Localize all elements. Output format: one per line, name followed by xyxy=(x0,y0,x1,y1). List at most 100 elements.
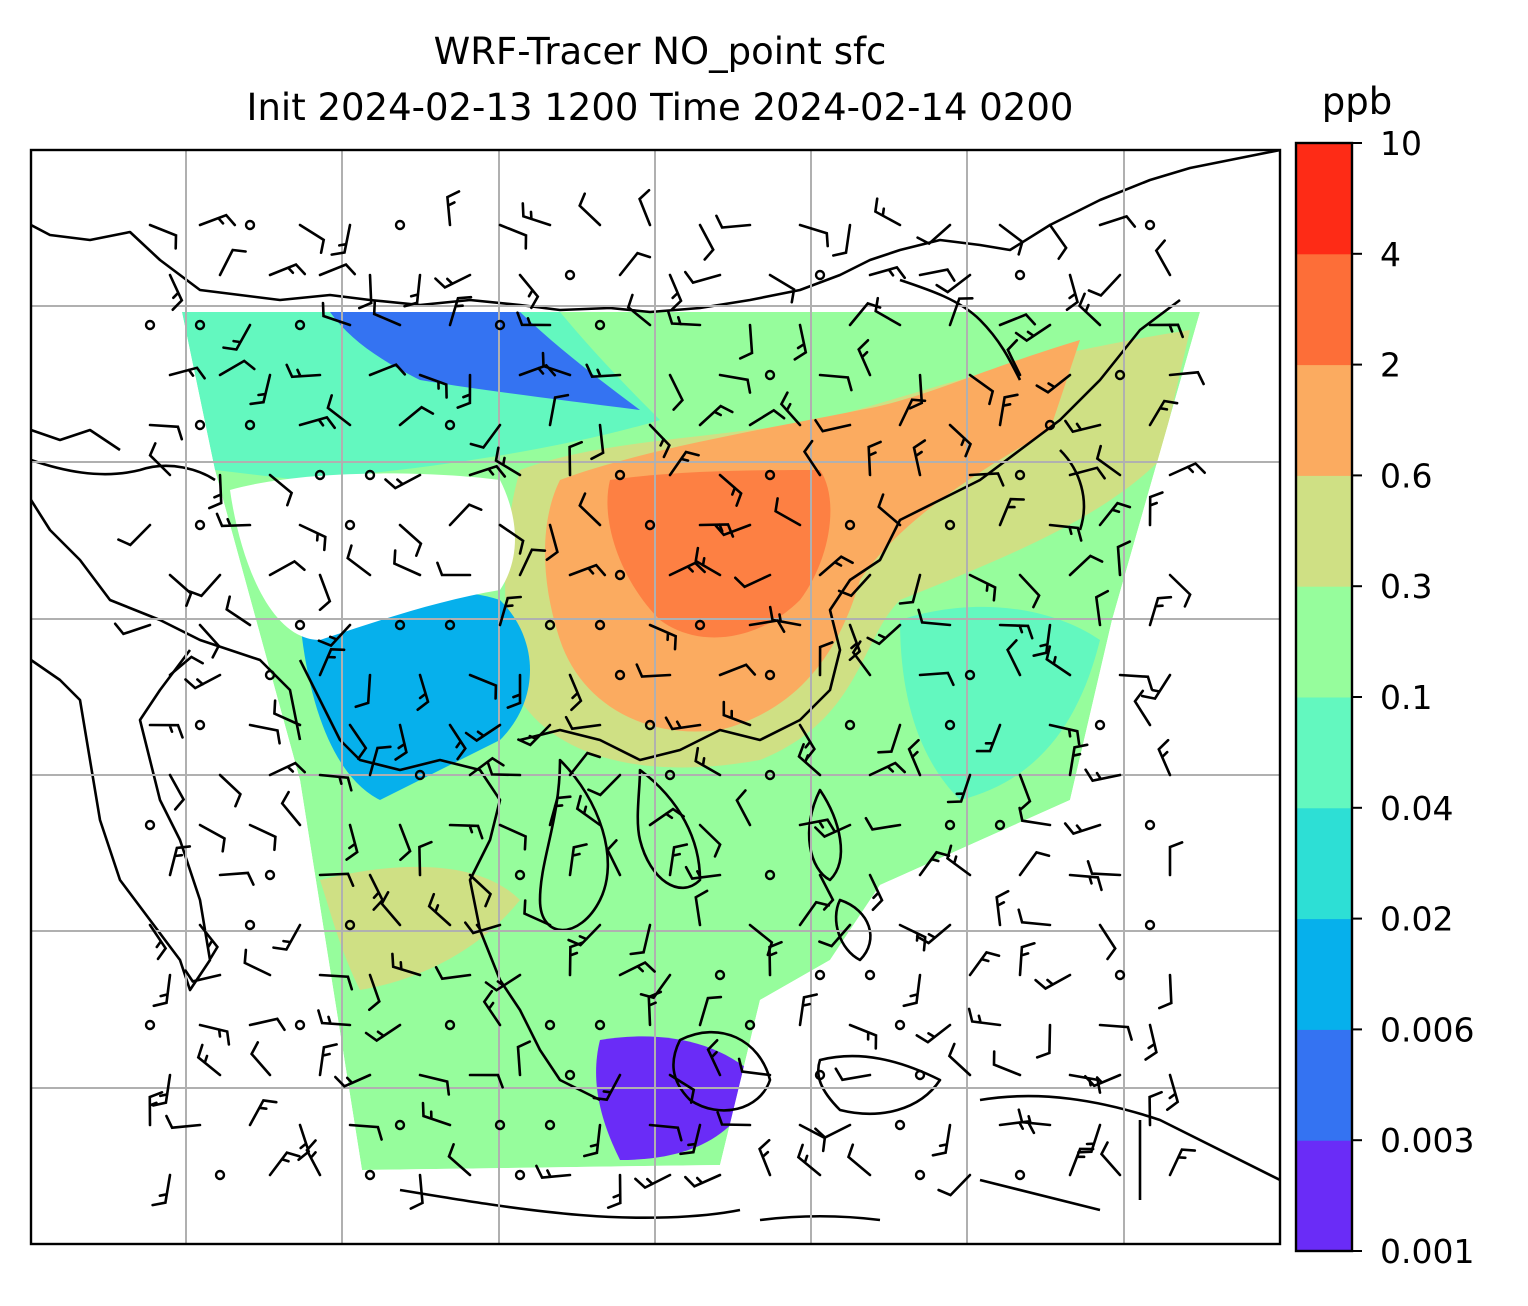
wind-barb xyxy=(468,1073,504,1089)
wind-barb xyxy=(698,223,715,261)
field-band-east xyxy=(900,606,1100,800)
wind-barb xyxy=(814,1123,852,1140)
wind-barb xyxy=(968,573,997,602)
wind-barb xyxy=(948,297,974,327)
wind-barb xyxy=(679,1123,702,1156)
wind-barb xyxy=(998,223,1024,256)
calm-wind-marker xyxy=(294,1019,306,1031)
colorbar-unit-label: ppb xyxy=(1321,80,1393,123)
wind-barb xyxy=(802,439,822,477)
wind-barb xyxy=(798,900,831,927)
wind-barb xyxy=(321,301,352,327)
wind-barb xyxy=(248,1098,278,1127)
wind-barb xyxy=(334,1073,372,1088)
wind-barb xyxy=(318,973,354,991)
calm-wind-marker xyxy=(194,419,206,431)
colorbar-block-0.3-0.6 xyxy=(1296,475,1352,587)
wind-barb xyxy=(1095,444,1122,477)
colorbar-tick-label: 4 xyxy=(1380,235,1401,274)
wind-barb xyxy=(722,700,752,727)
wind-barb xyxy=(716,1110,752,1127)
wind-barb xyxy=(418,373,448,399)
calm-wind-marker xyxy=(764,669,776,681)
calm-wind-marker xyxy=(444,1019,456,1031)
wind-barb xyxy=(218,773,242,808)
wind-barb xyxy=(523,899,552,927)
calm-wind-marker xyxy=(1144,219,1156,231)
calm-wind-marker xyxy=(644,519,656,531)
wind-barb xyxy=(735,789,752,827)
wind-barb xyxy=(368,363,407,377)
wind-barb xyxy=(268,262,307,277)
wind-barb xyxy=(305,1139,322,1177)
wind-barb xyxy=(398,523,423,557)
calm-wind-marker xyxy=(514,1169,526,1181)
calm-wind-marker xyxy=(694,619,706,631)
wind-barb xyxy=(482,989,502,1027)
wind-barb xyxy=(1148,491,1164,527)
wind-barb xyxy=(243,948,272,977)
wind-barb xyxy=(846,1143,872,1177)
wind-barb xyxy=(148,723,184,739)
wind-barb xyxy=(464,723,502,743)
wind-barb xyxy=(851,640,872,677)
wind-barb xyxy=(535,1164,572,1179)
wind-barb xyxy=(1018,573,1041,609)
wind-barb xyxy=(797,743,822,777)
wind-barb xyxy=(218,248,247,277)
wind-barb xyxy=(718,473,743,507)
wind-barb xyxy=(834,1067,872,1082)
calm-wind-marker xyxy=(914,1169,926,1181)
calm-wind-marker xyxy=(644,719,656,731)
field-band-0.006-0.02 xyxy=(330,312,640,410)
chart-title-line2: Init 2024-02-13 1200 Time 2024-02-14 020… xyxy=(246,86,1074,129)
calm-wind-marker xyxy=(894,1119,906,1131)
wind-barb xyxy=(318,1043,338,1077)
wind-barb xyxy=(516,311,552,327)
wind-barb xyxy=(737,1057,772,1077)
wind-barb xyxy=(448,295,473,327)
calm-wind-marker xyxy=(564,1069,576,1081)
wind-barb xyxy=(168,366,206,380)
wind-barb xyxy=(448,723,467,761)
wind-barb xyxy=(1118,673,1154,691)
wind-barb xyxy=(718,373,752,394)
wind-barb xyxy=(1035,1023,1052,1059)
wind-barb xyxy=(902,973,922,1008)
wind-barb xyxy=(113,622,152,636)
wind-barb xyxy=(873,197,902,227)
wind-barb xyxy=(648,423,671,459)
wind-barb xyxy=(618,251,652,277)
wind-barb xyxy=(464,921,502,935)
wind-barb xyxy=(117,523,152,547)
wind-barb xyxy=(152,973,172,1008)
wind-barb xyxy=(668,561,706,577)
wind-barb xyxy=(1048,523,1083,542)
wind-barb xyxy=(348,723,368,761)
wind-barb xyxy=(768,273,796,304)
wind-barb xyxy=(1068,554,1104,577)
wind-barb xyxy=(225,595,252,627)
map-frame xyxy=(29,148,1282,1246)
wind-barb xyxy=(1017,1108,1052,1127)
wind-barb xyxy=(868,873,884,911)
colorbar-block-0.6-2 xyxy=(1296,364,1352,476)
wind-barb xyxy=(545,523,559,561)
wind-barb xyxy=(268,1151,301,1177)
wind-barb xyxy=(768,605,802,627)
wind-barb xyxy=(280,790,302,827)
calm-wind-marker xyxy=(344,919,356,931)
wind-barb xyxy=(948,423,973,458)
colorbar-tick-label: 0.001 xyxy=(1380,1232,1474,1271)
colorbar-tick-label: 0.02 xyxy=(1380,900,1453,939)
calm-wind-marker xyxy=(1144,919,1156,931)
wind-barb xyxy=(165,1114,202,1130)
wind-barb xyxy=(434,966,472,981)
wind-barb xyxy=(494,446,522,477)
colorbar-block-0.02-0.04 xyxy=(1296,807,1352,920)
wind-barb xyxy=(578,192,602,227)
wind-barb xyxy=(793,323,808,361)
calm-wind-marker xyxy=(964,669,976,681)
calm-wind-marker xyxy=(944,719,956,731)
field-no-data-region xyxy=(230,473,515,640)
